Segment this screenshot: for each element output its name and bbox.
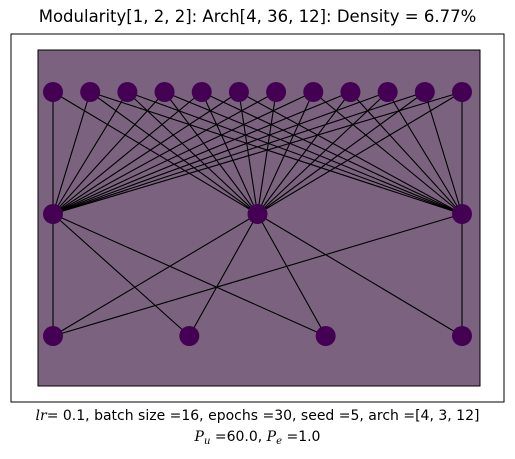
edge — [89, 91, 258, 215]
edge — [201, 91, 463, 215]
nodes-layer — [43, 82, 472, 346]
lr-symbol: lr — [35, 408, 47, 424]
edge — [52, 91, 351, 215]
edge — [126, 91, 258, 215]
edge — [52, 91, 463, 215]
edge — [127, 91, 463, 215]
figure-title: Modularity[1, 2, 2]: Arch[4, 36, 12]: De… — [38, 7, 477, 26]
edge — [52, 91, 388, 215]
edge — [257, 213, 463, 337]
pu-subscript: u — [203, 436, 211, 447]
pe-value: =1.0 — [282, 429, 321, 445]
edge — [257, 91, 389, 215]
edge — [350, 91, 463, 215]
edge — [257, 213, 327, 337]
caption-line-2: Pu =60.0, Pe =1.0 — [0, 429, 515, 447]
edge — [52, 91, 277, 215]
edge — [52, 91, 314, 215]
node-top-9 — [377, 82, 398, 102]
edge — [312, 91, 463, 215]
edge — [52, 91, 128, 215]
edge — [256, 91, 277, 215]
pu-symbol: P — [194, 429, 204, 445]
edge — [52, 91, 240, 215]
node-top-5 — [228, 82, 249, 102]
edge — [164, 91, 258, 215]
edge — [52, 213, 463, 337]
edge — [256, 91, 314, 215]
node-bottom-1 — [179, 326, 200, 346]
pe-subscript: e — [276, 436, 283, 447]
node-top-10 — [414, 82, 435, 102]
edge — [424, 91, 463, 215]
edge — [201, 91, 259, 215]
edge — [90, 91, 463, 215]
edge — [164, 91, 463, 215]
edge — [257, 91, 463, 215]
edge — [52, 91, 425, 215]
pe-symbol: P — [266, 429, 277, 445]
edge — [52, 213, 190, 337]
edge — [52, 213, 326, 337]
edge — [387, 91, 463, 215]
edge — [238, 91, 259, 215]
node-top-0 — [43, 82, 63, 102]
node-middle-1 — [247, 204, 268, 224]
edge — [257, 91, 426, 215]
edge — [52, 91, 203, 215]
edge — [52, 91, 165, 215]
node-top-7 — [303, 82, 324, 102]
node-bottom-3 — [452, 326, 472, 346]
node-middle-0 — [43, 204, 63, 224]
caption-line-1-text: = 0.1, batch size =16, epochs =30, seed … — [46, 408, 480, 424]
caption-line-1: lr= 0.1, batch size =16, epochs =30, see… — [0, 408, 515, 424]
node-top-2 — [117, 82, 138, 102]
edge — [52, 91, 91, 215]
edge — [188, 213, 258, 337]
node-top-6 — [266, 82, 287, 102]
node-middle-2 — [452, 204, 472, 224]
node-bottom-0 — [43, 326, 63, 346]
edges-layer — [52, 91, 463, 337]
node-top-11 — [452, 82, 472, 102]
node-top-8 — [340, 82, 361, 102]
node-top-1 — [80, 82, 101, 102]
pu-value: =60.0, — [210, 429, 267, 445]
node-top-4 — [191, 82, 212, 102]
edge — [52, 91, 258, 215]
edge — [238, 91, 463, 215]
node-bottom-2 — [315, 326, 336, 346]
edge — [257, 91, 351, 215]
node-top-3 — [154, 82, 175, 102]
edge — [52, 213, 258, 337]
